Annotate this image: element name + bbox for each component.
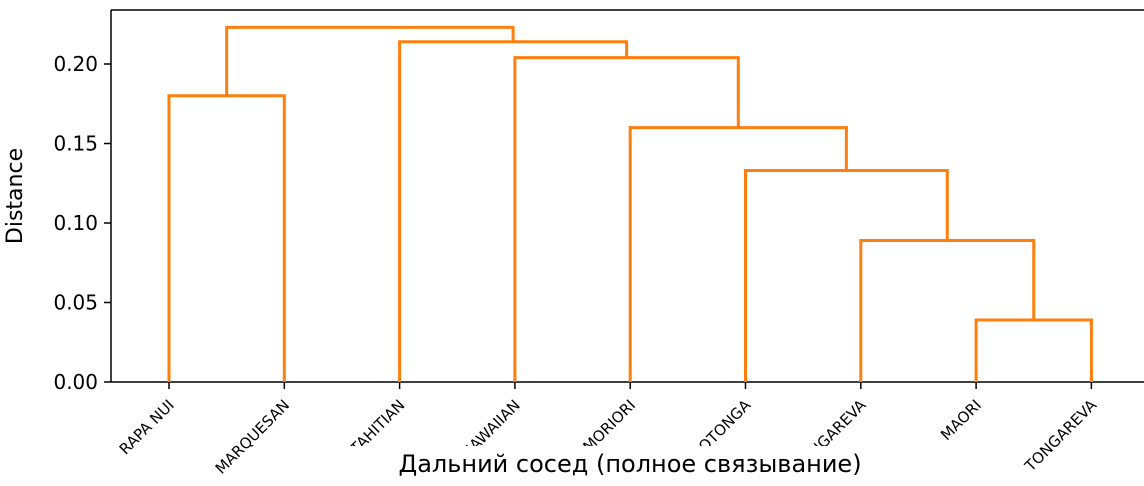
dendrogram-link bbox=[225, 25, 515, 96]
leaf-label: MAORI bbox=[937, 396, 985, 444]
dendrogram-link bbox=[398, 40, 629, 382]
y-tick-label: 0.10 bbox=[53, 211, 98, 235]
plot-frame bbox=[110, 9, 1144, 383]
y-tick-label: 0.00 bbox=[53, 370, 98, 394]
leaf-label: RAPA NUI bbox=[116, 396, 178, 458]
x-axis-label: Дальний сосед (полное связывание) bbox=[398, 450, 861, 478]
dendrogram-links bbox=[167, 25, 1093, 382]
y-tick-label: 0.15 bbox=[53, 132, 98, 156]
dendrogram-link bbox=[513, 56, 740, 382]
y-tick-label: 0.05 bbox=[53, 291, 98, 315]
xlabel-background bbox=[345, 446, 915, 478]
dendrogram-link bbox=[167, 94, 286, 382]
dendrogram-link bbox=[744, 169, 949, 382]
dendrogram-link bbox=[974, 318, 1093, 382]
y-tick-label: 0.20 bbox=[53, 52, 98, 76]
leaf-label: MARQUESAN bbox=[212, 396, 293, 477]
y-axis-label: Distance bbox=[3, 148, 28, 244]
leaf-label: TONGAREVA bbox=[1021, 396, 1101, 476]
dendrogram-link bbox=[628, 126, 848, 382]
dendrogram-link bbox=[859, 238, 1036, 382]
y-axis-ticks: 0.00 0.05 0.10 0.15 0.20 bbox=[53, 52, 111, 394]
